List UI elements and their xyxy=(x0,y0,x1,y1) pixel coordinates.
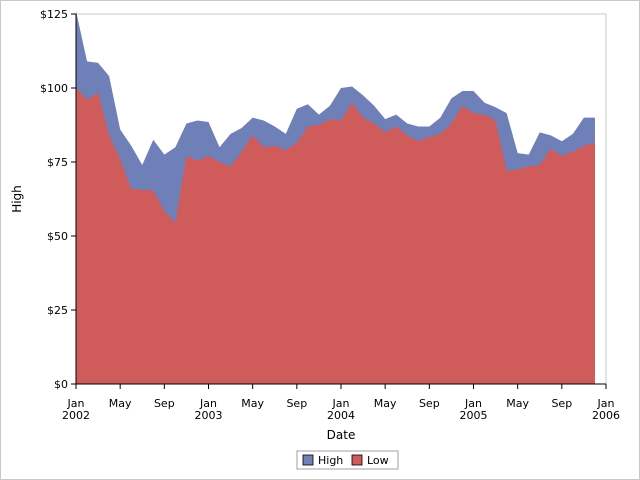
x-tick-label: May xyxy=(241,397,264,410)
x-tick-label: Sep xyxy=(551,397,572,410)
x-tick-label: May xyxy=(109,397,132,410)
y-tick-label: $0 xyxy=(54,378,68,391)
y-tick-label: $125 xyxy=(40,8,68,21)
legend-swatch-low xyxy=(351,454,363,466)
legend-swatch-high xyxy=(302,454,314,466)
x-tick-label: Sep xyxy=(286,397,307,410)
x-axis-title: Date xyxy=(327,428,356,442)
x-tick-label: Sep xyxy=(154,397,175,410)
y-tick-label: $25 xyxy=(47,304,68,317)
x-tick-label: May xyxy=(374,397,397,410)
y-tick-label: $50 xyxy=(47,230,68,243)
x-tick-label: Jan xyxy=(332,397,350,410)
x-tick-year-label: 2003 xyxy=(195,409,223,422)
legend xyxy=(296,450,399,470)
legend-label-high: High xyxy=(318,454,343,467)
y-axis-title: High xyxy=(10,185,24,213)
x-tick-label: Jan xyxy=(464,397,482,410)
x-tick-year-label: 2002 xyxy=(62,409,90,422)
x-tick-label: Sep xyxy=(419,397,440,410)
x-tick-year-label: 2006 xyxy=(592,409,620,422)
x-tick-label: May xyxy=(506,397,529,410)
x-tick-label: Jan xyxy=(67,397,85,410)
x-tick-label: Jan xyxy=(199,397,217,410)
x-tick-label: Jan xyxy=(597,397,615,410)
x-tick-year-label: 2005 xyxy=(460,409,488,422)
x-tick-year-label: 2004 xyxy=(327,409,355,422)
y-tick-label: $100 xyxy=(40,82,68,95)
series-area-low xyxy=(76,88,595,384)
legend-label-low: Low xyxy=(367,454,389,467)
y-tick-label: $75 xyxy=(47,156,68,169)
